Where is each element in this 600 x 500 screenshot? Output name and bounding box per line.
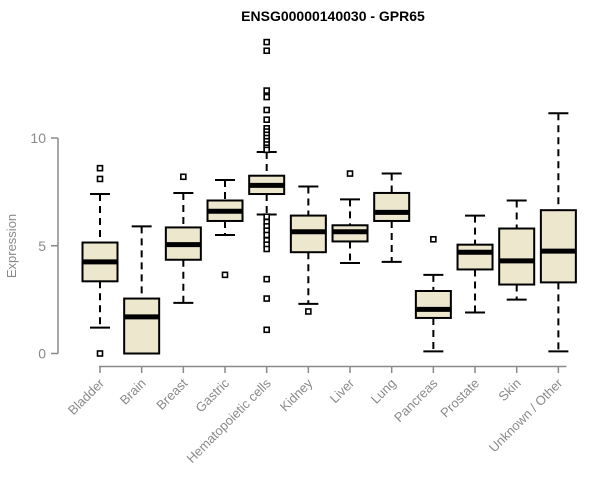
outlier-point (263, 47, 270, 55)
outlier-point (263, 326, 270, 334)
outlier-point (221, 271, 229, 279)
x-tick-label: Prostate (437, 376, 482, 421)
boxplot-gastric (206, 179, 244, 279)
outlier-point (96, 350, 104, 357)
outlier-point (263, 245, 270, 253)
boxplot-lung (373, 172, 411, 263)
x-tick-label: Lung (368, 376, 399, 407)
iqr-box (123, 297, 161, 355)
outlier-point (180, 173, 187, 181)
plot-area (81, 38, 577, 357)
outlier-point (263, 87, 270, 94)
boxplot-kidney (289, 185, 327, 315)
outlier-point (263, 106, 270, 114)
x-tick-label: Bladder (65, 375, 108, 418)
boxplot-pancreas (414, 235, 452, 353)
x-tick-label: Unknown / Other (486, 375, 566, 455)
outlier-point (305, 308, 312, 315)
outlier-point (263, 213, 270, 220)
x-tick-label: Liver (327, 375, 358, 406)
x-tick-label: Kidney (277, 375, 316, 414)
boxplot-skin (498, 199, 536, 301)
chart-title: ENSG00000140030 - GPR65 (241, 8, 425, 24)
iqr-box (498, 227, 536, 286)
x-tick-label: Brain (117, 376, 149, 408)
outlier-point (263, 231, 270, 239)
boxplot-prostate (456, 214, 494, 314)
outlier-point (96, 164, 104, 172)
outlier-point (263, 146, 270, 154)
boxplot-breast (164, 173, 202, 304)
iqr-box (456, 243, 494, 271)
y-tick-label: 5 (38, 238, 46, 254)
outlier-point (263, 116, 270, 123)
y-axis-title: Expression (4, 214, 19, 278)
x-tick-label: Gastric (192, 375, 232, 415)
outlier-point (263, 38, 270, 46)
y-tick-label: 10 (30, 130, 46, 146)
y-tick-label: 0 (38, 346, 46, 362)
outlier-point (263, 275, 270, 283)
boxplot-hematopoietic-cells (248, 38, 286, 334)
boxplot-unknown-other (539, 112, 577, 353)
iqr-box (373, 191, 411, 222)
outlier-point (263, 93, 270, 101)
x-tick-label: Skin (495, 376, 523, 404)
boxplot-brain (123, 225, 161, 355)
x-tick-label: Breast (153, 375, 190, 412)
outlier-point (263, 295, 270, 302)
iqr-box (414, 290, 452, 319)
boxplot-liver (331, 170, 369, 264)
iqr-box (539, 209, 577, 284)
outlier-point (346, 170, 354, 177)
outlier-point (96, 175, 104, 183)
x-tick-label: Pancreas (391, 375, 441, 425)
outlier-point (430, 235, 437, 243)
boxplot-bladder (81, 164, 119, 357)
